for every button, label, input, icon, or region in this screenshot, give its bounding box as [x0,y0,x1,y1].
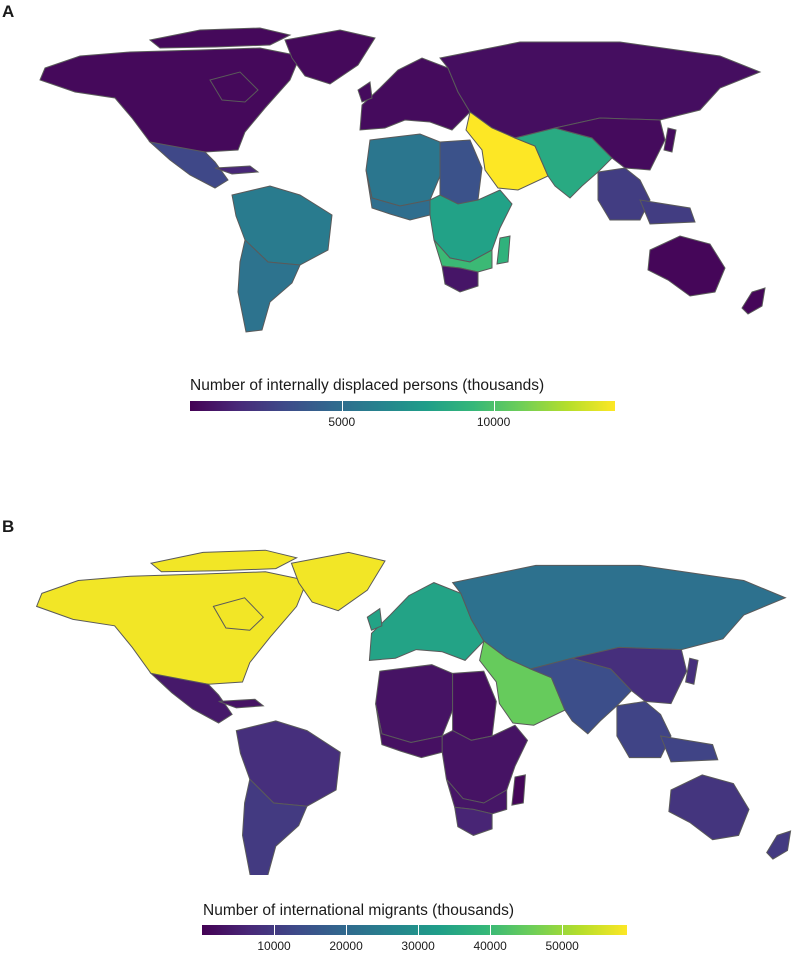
panel-b-label: B [2,517,15,536]
region-australia [668,774,750,841]
region-new-zealand-shape [741,287,766,315]
region-north-africa [365,133,441,207]
region-middle-east-shape [479,640,566,726]
region-madagascar [511,774,526,806]
region-new-zealand [766,830,792,860]
map-international-migrants [35,549,792,875]
region-north-america [35,549,308,685]
region-north-america [39,27,301,153]
region-north-america-shape [209,71,259,103]
region-new-zealand-shape [766,830,792,860]
region-north-america-shape [35,571,308,685]
region-south-africa [441,265,479,293]
region-southeast-asia [597,167,696,225]
region-south-africa-shape [441,265,479,293]
region-greenland [290,551,386,612]
region-east-asia [554,117,677,171]
region-southern-cone-shape [237,239,301,333]
colorbar-tick-label: 10000 [476,415,511,429]
region-southeast-asia-shape [616,700,672,759]
region-madagascar-shape [496,235,511,265]
region-egypt-sudan [452,670,497,741]
colorbar-displaced: 5000 10000 [190,401,615,429]
region-north-america-shape [148,27,292,49]
region-south-africa [454,806,493,836]
colorbar-tick [418,925,420,935]
region-egypt-sudan-shape [452,670,497,741]
region-southeast-asia [616,700,719,763]
region-southeast-asia-shape [639,199,696,225]
region-north-america-shape [212,597,265,631]
region-south-america [235,720,341,807]
colorbar-tick-label: 40000 [473,939,507,953]
region-caribbean-shape [214,165,260,175]
region-south-america-shape [231,185,333,266]
colorbar-tick [274,925,276,935]
region-southern-cone [237,239,301,333]
colorbar-tick-label: 5000 [328,415,356,429]
region-east-asia-shape [554,117,666,171]
colorbar-tick-label: 30000 [401,939,435,953]
region-east-asia-shape [685,657,699,685]
colorbar-tick [341,401,343,411]
colorbar-migrants: 10000 20000 30000 40000 50000 [202,925,627,953]
colorbar-tick-label: 20000 [329,939,363,953]
region-southeast-asia-shape [659,735,719,763]
region-north-africa-shape [375,664,454,744]
region-north-america-shape [39,47,301,153]
region-middle-east [479,640,566,726]
colorbar-tick [562,925,564,935]
region-mexico-and-central-america [148,141,229,189]
region-southern-cone [241,778,308,875]
region-north-america-shape [149,549,299,573]
region-madagascar [496,235,511,265]
region-greenland [284,29,376,85]
region-madagascar-shape [511,774,526,806]
region-east-asia-shape [663,127,677,153]
region-new-zealand [741,287,766,315]
region-east-asia [572,646,699,705]
colorbar-tick [493,401,495,411]
region-mexico-and-central-america-shape [148,141,229,189]
region-north-africa [375,664,454,744]
map-internally-displaced [39,27,766,333]
region-australia-shape [647,235,726,297]
colorbar-tick [346,925,348,935]
region-southeast-asia-shape [597,167,651,221]
region-australia-shape [668,774,750,841]
colorbar-tick-label: 10000 [257,939,291,953]
region-caribbean [218,698,265,709]
region-southern-cone-shape [241,778,308,875]
panel-a-label: A [2,2,15,21]
region-south-africa-shape [454,806,493,836]
region-europe-shape [366,607,383,631]
legend-title-displaced: Number of internally displaced persons (… [190,377,545,394]
region-australia [647,235,726,297]
region-caribbean-shape [218,698,265,709]
region-north-africa-shape [365,133,441,207]
region-middle-east [465,111,549,191]
region-egypt-sudan [439,139,483,205]
region-greenland-shape [290,551,386,612]
region-egypt-sudan-shape [439,139,483,205]
region-middle-east-shape [465,111,549,191]
region-mexico-and-central-america [149,672,233,724]
region-greenland-shape [284,29,376,85]
region-caribbean [214,165,260,175]
colorbar-tick-label: 50000 [545,939,579,953]
region-south-america [231,185,333,266]
region-mexico-and-central-america-shape [149,672,233,724]
colorbar-tick [490,925,492,935]
region-south-america-shape [235,720,341,807]
region-europe-shape [357,81,373,103]
legend-title-migrants: Number of international migrants (thousa… [203,902,515,919]
region-east-asia-shape [572,646,688,705]
